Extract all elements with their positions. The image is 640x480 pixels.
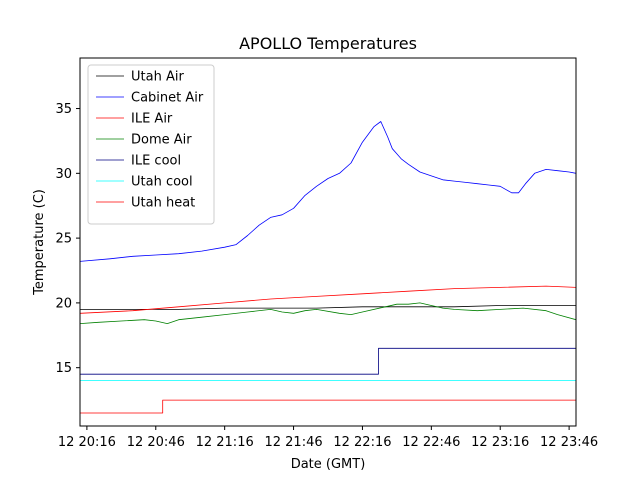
x-tick-label: 12 20:46 — [127, 435, 185, 450]
legend-label: Utah cool — [131, 175, 193, 190]
x-tick-label: 12 21:16 — [196, 435, 254, 450]
x-tick-label: 12 20:16 — [58, 435, 116, 450]
y-tick-label: 20 — [55, 296, 72, 311]
legend-label: Utah heat — [131, 196, 195, 211]
x-tick-label: 12 22:16 — [333, 435, 391, 450]
x-tick-label: 12 23:16 — [471, 435, 529, 450]
y-axis-label: Temperature (C) — [32, 189, 47, 296]
legend-label: Dome Air — [131, 133, 192, 148]
y-tick-label: 35 — [55, 102, 72, 117]
legend-label: ILE Air — [131, 112, 173, 127]
y-tick-label: 30 — [55, 167, 72, 182]
legend-label: ILE cool — [131, 154, 181, 169]
legend-box — [87, 64, 215, 225]
plot-frame — [79, 57, 577, 427]
y-axis-ticks: 15 20 25 30 35 — [55, 102, 80, 376]
series-line-dome-air — [80, 302, 576, 325]
legend-label: Utah Air — [131, 70, 184, 85]
x-tick-label: 12 21:46 — [264, 435, 322, 450]
x-axis-ticks: 12 20:16 12 20:46 12 21:16 12 21:46 12 22:16… — [58, 426, 598, 450]
series-line-ile-cool — [80, 347, 576, 375]
chart-title: APOLLO Temperatures — [239, 34, 417, 53]
x-tick-label: 12 22:46 — [402, 435, 460, 450]
x-axis-label: Date (GMT) — [291, 457, 366, 472]
series-line-ile-air — [80, 285, 576, 314]
y-tick-label: 25 — [55, 232, 72, 247]
y-tick-label: 15 — [55, 361, 72, 376]
series-line-utah-air — [80, 305, 576, 310]
legend-label: Cabinet Air — [131, 91, 204, 106]
series-lines — [80, 121, 576, 414]
series-line-cabinet-air — [80, 121, 576, 262]
x-tick-label: 12 23:46 — [540, 435, 598, 450]
series-line-utah-heat — [80, 399, 576, 414]
legend: Utah Air Cabinet Air ILE Air Dome Air ILE co… — [87, 64, 215, 225]
plot-area — [79, 57, 577, 427]
